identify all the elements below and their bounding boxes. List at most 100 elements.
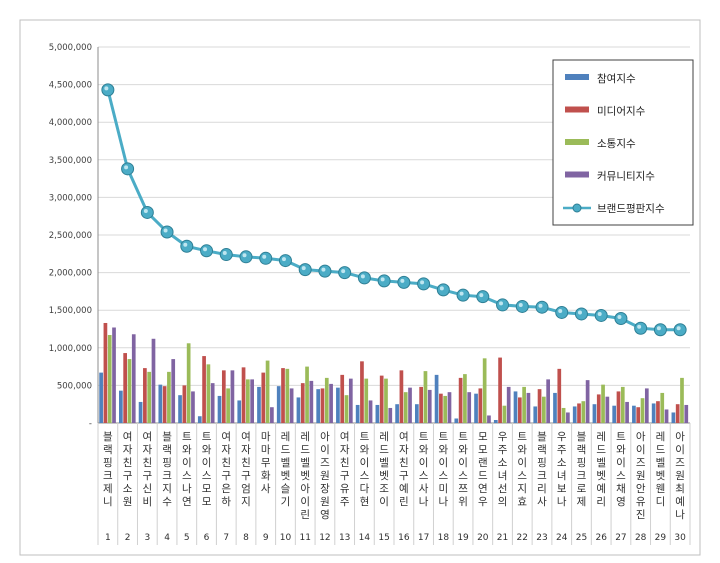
rank-label-20: 20 (477, 533, 489, 543)
line-point-highlight (163, 228, 168, 233)
line-point-17 (417, 277, 431, 291)
line-point-highlight (676, 326, 681, 331)
y-tick-label: 2,000,000 (49, 269, 92, 279)
bar-1-2 (119, 390, 123, 423)
bar-4-23 (546, 379, 550, 423)
bar-4-3 (151, 338, 156, 423)
bar-3-20 (482, 358, 487, 423)
bar-3-18 (443, 395, 448, 423)
bar-2-9 (261, 372, 266, 423)
line-point-11 (298, 263, 312, 277)
y-axis-ticks: - 500,000 1,000,000 1,500,000 2,000,000 2,500… (49, 43, 92, 429)
bar-3-29 (660, 392, 665, 423)
bar-3-7 (226, 388, 230, 423)
legend-swatch-2 (565, 106, 589, 113)
bar-4-5 (191, 391, 195, 423)
bar-4-27 (625, 401, 629, 423)
bar-2-22 (517, 397, 522, 423)
bar-1-19 (454, 418, 459, 423)
line-point-20 (476, 290, 490, 304)
rank-label-22: 22 (517, 533, 528, 543)
rank-label-25: 25 (576, 533, 587, 543)
legend-swatch-3 (565, 139, 589, 145)
bar-4-18 (447, 392, 452, 423)
bar-2-26 (596, 394, 601, 423)
legend-swatch-1 (565, 74, 589, 80)
line-point-highlight (143, 208, 148, 213)
line-point-highlight (420, 280, 425, 285)
line-point-22 (515, 299, 529, 313)
bar-3-5 (186, 343, 191, 423)
line-point-highlight (518, 302, 523, 307)
line-point-21 (496, 298, 510, 312)
line-point-27 (614, 311, 628, 325)
rank-label-5: 5 (184, 533, 190, 543)
bar-2-19 (458, 377, 463, 423)
line-point-28 (634, 321, 648, 335)
bar-4-21 (506, 386, 511, 423)
bar-4-25 (585, 380, 590, 423)
rank-label-10: 10 (280, 533, 292, 543)
line-point-18 (436, 283, 450, 297)
bar-1-21 (493, 419, 498, 423)
bar-1-10 (276, 386, 281, 423)
rank-label-28: 28 (635, 533, 647, 543)
rank-label-11: 11 (299, 533, 310, 543)
bar-4-30 (684, 404, 689, 423)
bar-3-17 (423, 371, 428, 423)
line-point-highlight (597, 311, 602, 316)
bar-2-20 (478, 388, 483, 423)
bar-4-28 (644, 388, 649, 423)
line-point-highlight (281, 257, 286, 262)
bar-1-15 (375, 404, 380, 423)
bar-4-29 (664, 409, 669, 423)
rank-label-1: 1 (105, 533, 111, 543)
y-tick-label: - (89, 419, 92, 429)
rank-label-19: 19 (457, 533, 469, 543)
legend-label-3: 소통지수 (597, 138, 636, 150)
bar-1-28 (632, 405, 636, 423)
bar-2-8 (241, 367, 246, 423)
bar-1-20 (474, 393, 478, 423)
line-point-23 (535, 300, 549, 314)
bar-2-4 (162, 386, 167, 423)
bar-3-26 (601, 384, 605, 423)
bar-4-1 (112, 327, 116, 423)
line-point-19 (456, 288, 470, 302)
rank-label-16: 16 (398, 533, 410, 543)
line-point-highlight (479, 293, 484, 298)
rank-label-2: 2 (125, 533, 131, 543)
bar-4-17 (427, 389, 432, 423)
bar-1-3 (138, 401, 143, 423)
line-point-highlight (360, 274, 365, 279)
line-point-3 (140, 205, 154, 219)
bar-4-20 (487, 415, 491, 423)
line-point-25 (574, 307, 588, 321)
bar-2-14 (360, 361, 364, 423)
bar-1-26 (592, 404, 597, 423)
bar-2-24 (557, 368, 562, 423)
rank-label-8: 8 (243, 533, 249, 543)
line-point-7 (219, 248, 233, 262)
y-tick-label: 4,500,000 (49, 81, 92, 91)
bar-1-29 (651, 403, 656, 423)
bar-3-8 (246, 379, 250, 423)
legend-label-1: 참여지수 (597, 73, 636, 85)
bar-2-13 (340, 374, 345, 423)
bar-3-19 (463, 374, 467, 423)
rank-label-15: 15 (378, 533, 389, 543)
line-point-highlight (400, 278, 405, 283)
bar-1-1 (99, 372, 103, 423)
